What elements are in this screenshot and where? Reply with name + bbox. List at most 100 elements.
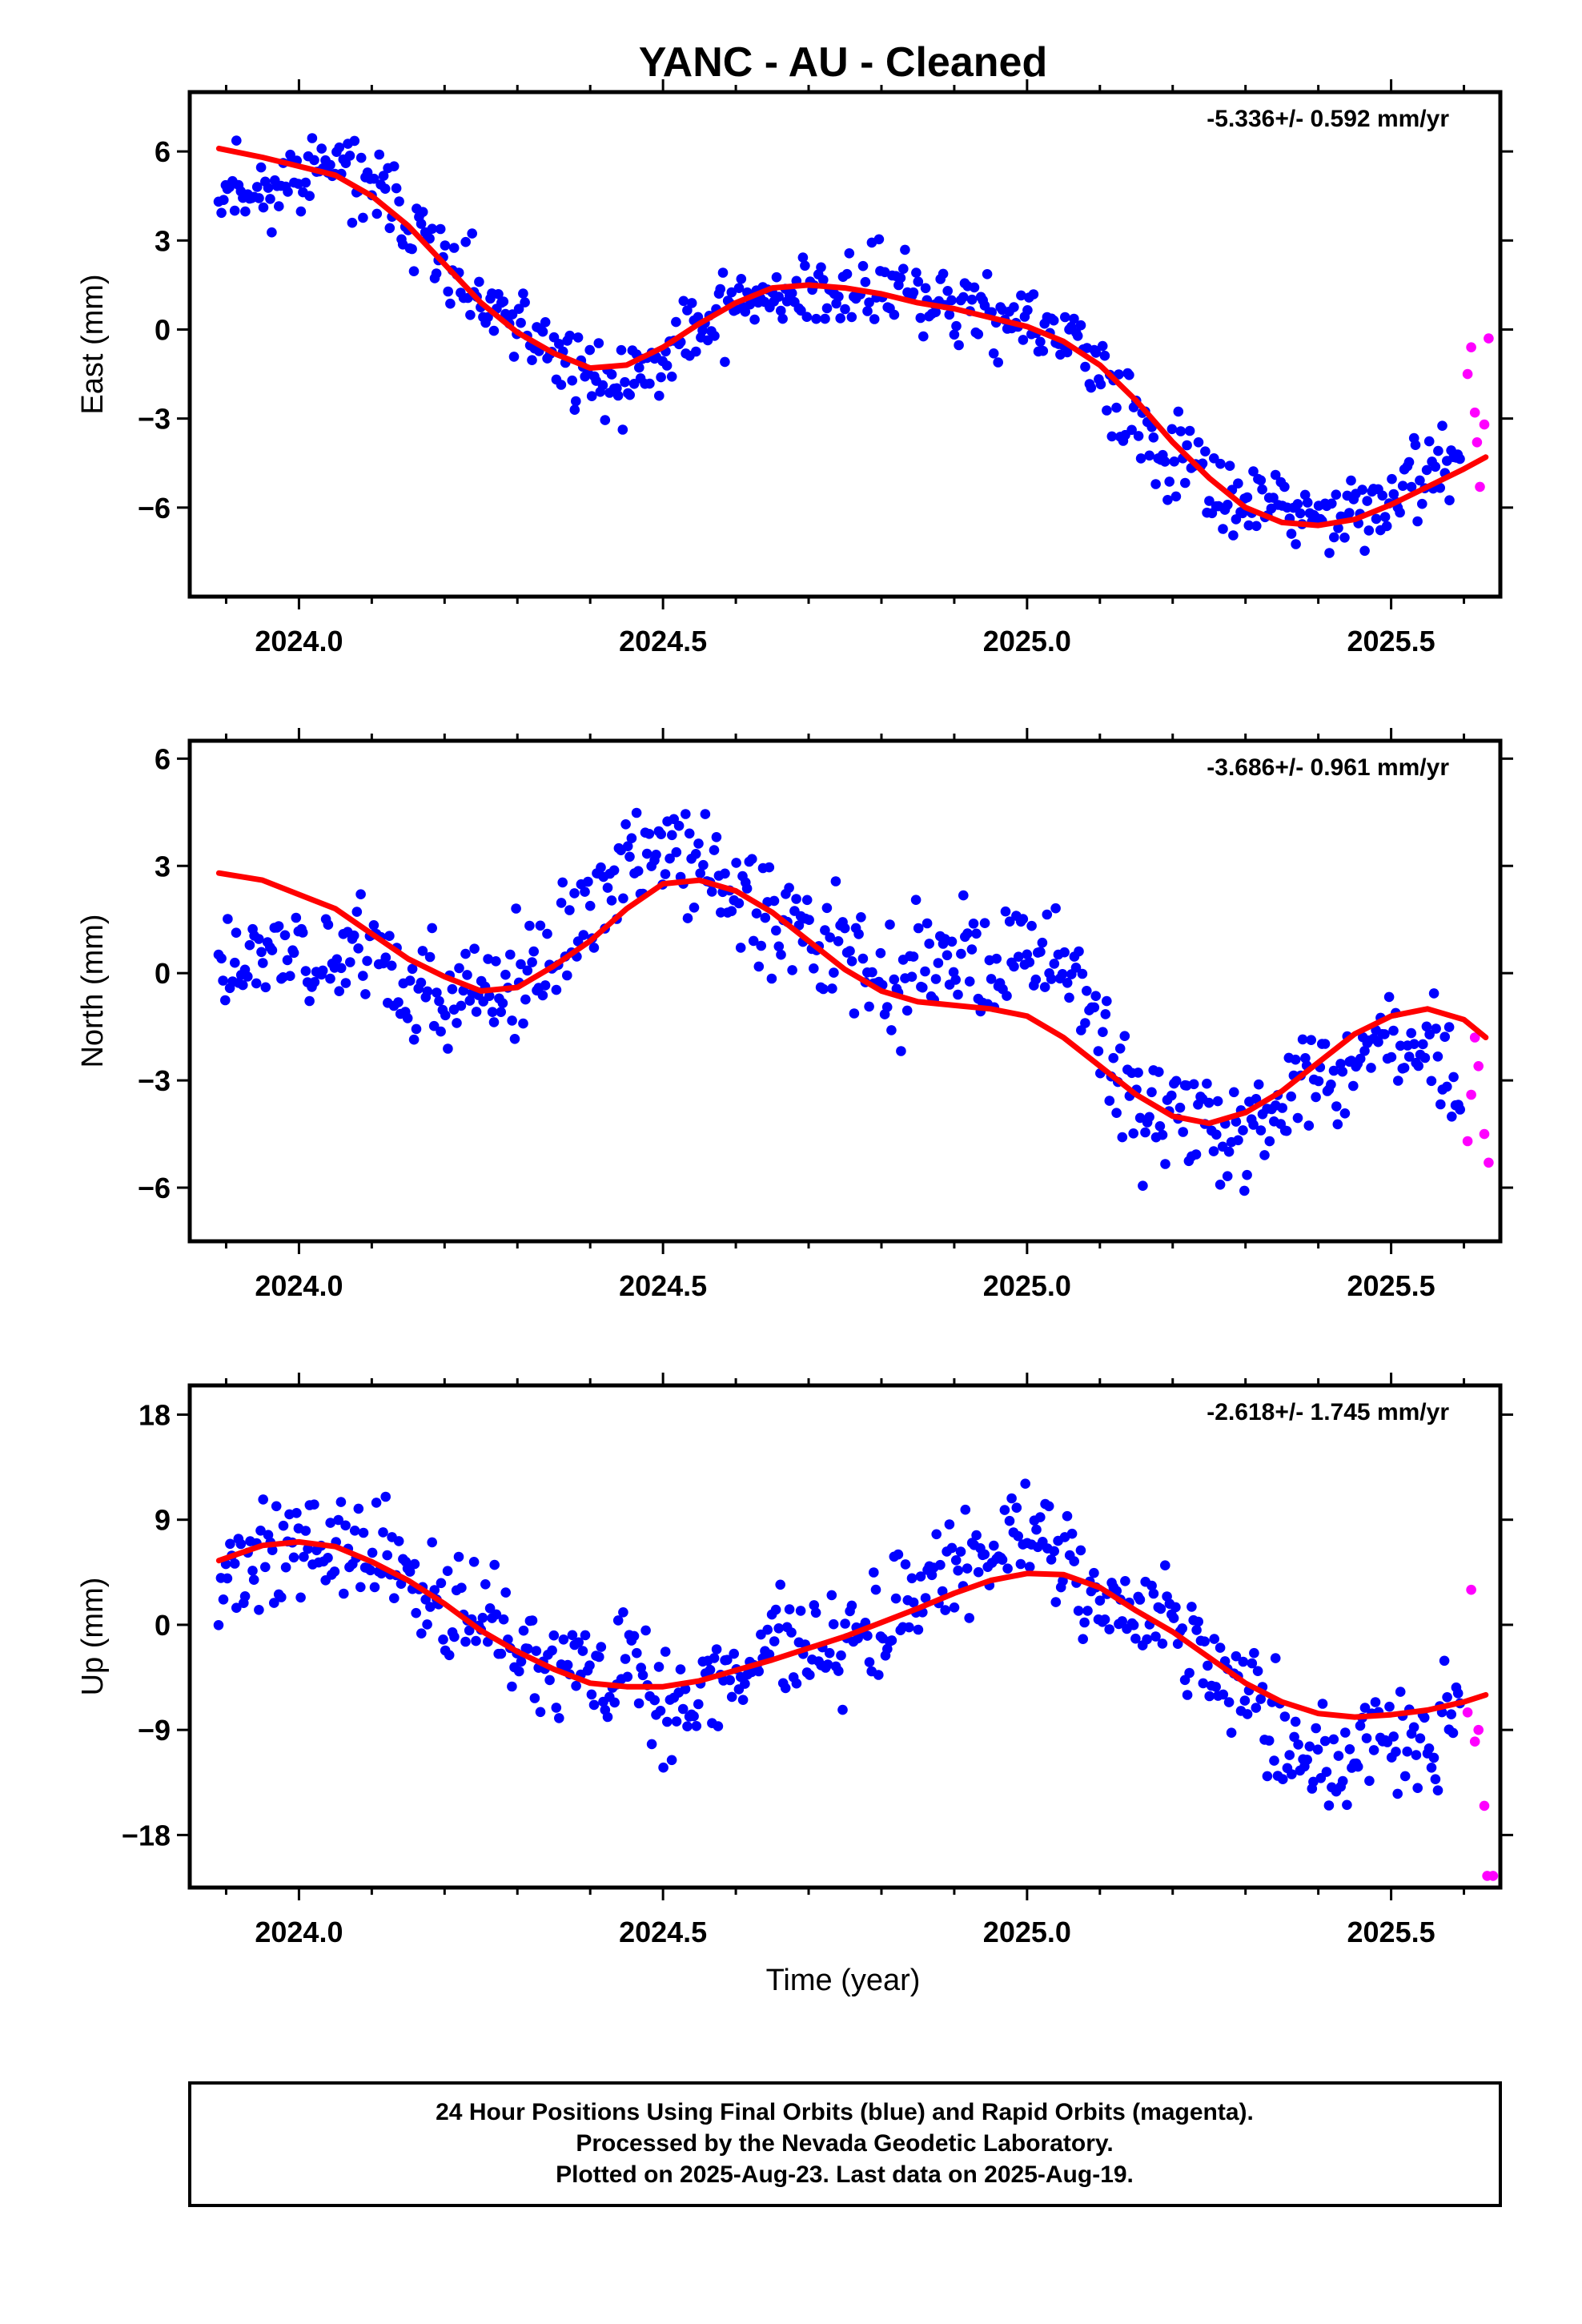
east-final-point [431,268,442,279]
up-final-point [836,1650,846,1661]
east-final-point [818,275,829,285]
east-rapid-point [1479,419,1490,430]
north-final-point [771,925,781,936]
east-final-point [1072,331,1083,341]
up-final-point [1231,1651,1242,1662]
up-final-point [1130,1633,1141,1644]
north-final-point [1255,1125,1267,1136]
north-final-point [511,903,521,914]
east-final-point [969,282,980,293]
up-final-point [1255,1694,1266,1704]
east-final-point [254,193,264,203]
north-final-point [469,943,480,954]
up-final-point [1289,1731,1299,1743]
east-final-point [800,260,810,271]
up-final-point [1415,1733,1426,1743]
east-final-point [1169,456,1179,467]
east-x-tick-label: 2024.5 [619,625,707,657]
up-final-point [666,1755,677,1766]
north-final-point [1373,1036,1383,1047]
north-final-point [447,983,458,995]
east-final-point [1193,437,1204,448]
up-final-point [276,1592,287,1602]
up-final-point [935,1559,946,1570]
east-final-point [1200,446,1211,456]
up-final-point [1177,1623,1187,1634]
north-final-point [830,876,841,887]
up-final-point [1066,1528,1078,1539]
up-final-point [299,1551,309,1562]
north-final-point [950,975,961,985]
up-final-point [523,1643,533,1655]
up-final-point [1050,1597,1062,1607]
east-rate-label: -5.336+/- 0.592 mm/yr [1207,106,1449,132]
north-final-point [756,940,766,951]
east-final-point [1048,315,1059,326]
up-final-point [584,1660,595,1671]
up-final-point [1270,1653,1281,1663]
north-final-point [1009,961,1019,972]
up-final-point [646,1739,657,1750]
north-final-point [606,895,617,906]
east-final-point [1410,440,1421,450]
east-final-point [873,234,885,245]
east-final-point [340,158,351,168]
up-final-point [1146,1580,1157,1591]
up-final-point [460,1636,471,1647]
north-final-point [218,975,228,986]
north-final-point [1093,1046,1104,1056]
up-final-point [637,1670,648,1681]
north-final-point [731,858,741,868]
up-final-point [780,1683,791,1694]
north-final-point [411,1023,422,1035]
east-final-point [1339,533,1350,543]
up-final-point [1082,1606,1093,1616]
east-final-point [569,404,580,415]
east-final-point [1150,479,1161,489]
north-final-point [958,890,969,901]
north-rapid-point [1462,1136,1473,1147]
north-final-point [1102,995,1112,1007]
up-final-point [840,1618,850,1629]
north-final-point [991,953,1002,964]
up-final-point [822,1659,833,1670]
up-final-point [1226,1727,1237,1738]
north-final-point [230,957,240,968]
north-final-point [1100,1009,1111,1019]
up-panel: 2024.0 2024.5 2025.0 2025.5 −18 −9 0 9 18 Up (mm)… [76,1373,1513,1948]
north-final-point [254,934,264,944]
up-final-point [770,1604,781,1615]
east-final-point [864,297,874,308]
east-final-point [251,182,263,192]
east-rapid-point [1484,333,1494,344]
east-final-point [786,287,797,299]
up-final-point [1079,1617,1090,1628]
east-rapid-point [1469,407,1480,418]
north-final-point [564,905,575,915]
north-final-point [1133,1068,1143,1078]
north-final-point [404,975,416,986]
north-final-point [1138,1180,1148,1191]
north-final-point [1111,1108,1122,1118]
north-final-point [1313,1076,1324,1087]
north-final-point [833,936,844,947]
north-final-point [417,946,428,956]
up-final-point [1342,1799,1352,1811]
up-final-point [628,1630,640,1642]
east-final-point [1388,489,1399,500]
north-final-point [496,1007,506,1017]
up-final-point [609,1697,620,1708]
east-final-point [508,352,520,362]
east-final-point [448,243,460,253]
up-final-point [425,1602,436,1612]
up-final-point [518,1625,529,1636]
north-final-point [1339,1108,1351,1119]
east-panel: 2024.0 2024.5 2025.0 2025.5 −6 −3 0 3 6 East (mm)… [76,79,1513,657]
up-final-point [870,1584,881,1595]
north-final-point [809,963,819,974]
north-final-point [1292,1112,1303,1124]
up-final-point [382,1550,393,1561]
north-final-point [684,828,695,839]
